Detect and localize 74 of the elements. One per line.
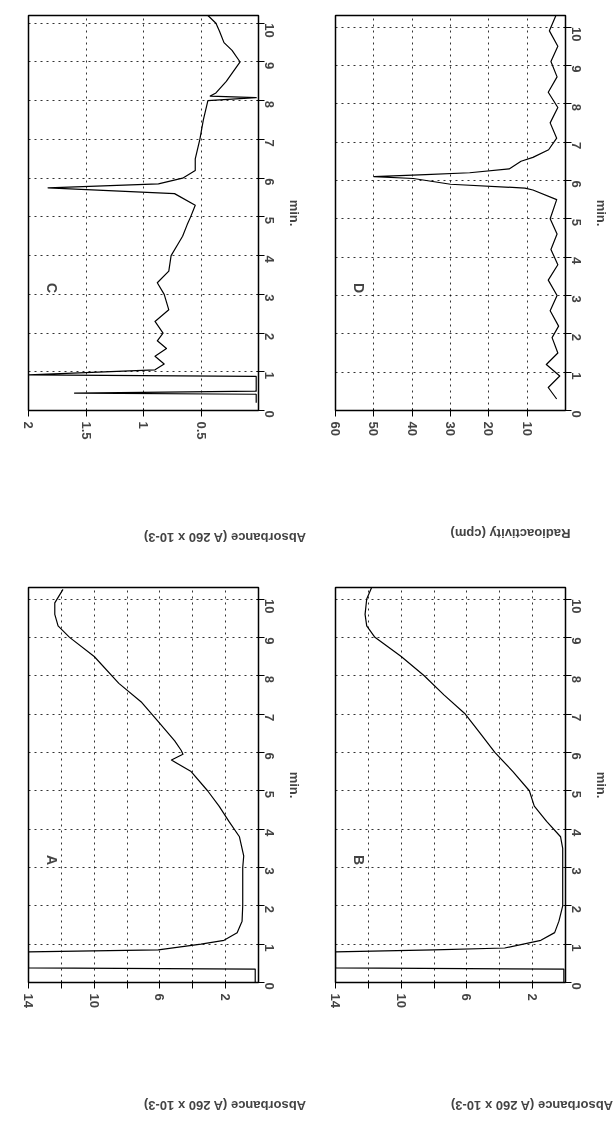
y-tick-label: 8 xyxy=(262,100,277,108)
y-tick-label: 8 xyxy=(262,675,277,683)
x-axis-title: Absorbance (A 260 x 10-3) xyxy=(450,1098,614,1114)
y-tick-label: 0 xyxy=(262,982,277,990)
y-tick-label: 7 xyxy=(262,139,277,147)
y-tick-label: 7 xyxy=(262,714,277,722)
y-tick-label: 3 xyxy=(569,867,584,875)
y-tick-label: 1 xyxy=(262,371,277,380)
x-tick-label: 30 xyxy=(443,421,458,436)
y-tick-label: 7 xyxy=(569,714,584,722)
x-tick-label: 40 xyxy=(404,421,420,436)
y-tick-label: 8 xyxy=(569,103,584,111)
x-tick-label: 14 xyxy=(21,993,36,1009)
y-tick-label: 5 xyxy=(262,216,277,225)
x-tick-label: 20 xyxy=(481,421,497,436)
y-tick-label: 5 xyxy=(569,790,584,798)
x-tick-label: 10 xyxy=(519,421,535,436)
y-tick-label: 9 xyxy=(262,61,277,70)
y-axis-title: min. xyxy=(593,771,609,799)
x-axis-title: Absorbance (A 260 x 10-3) xyxy=(143,530,307,546)
y-tick-label: 3 xyxy=(262,294,277,302)
x-tick-label: 6 xyxy=(152,993,168,1001)
x-tick-label: 1.5 xyxy=(78,421,94,440)
y-tick-label: 6 xyxy=(262,752,277,760)
x-tick-label: 0.5 xyxy=(193,421,209,440)
y-axis-title: min. xyxy=(286,771,302,799)
y-tick-label: 10 xyxy=(262,599,277,614)
text: D xyxy=(350,282,367,294)
x-axis-title: Absorbance (A 260 x 10-3) xyxy=(143,1098,307,1114)
text: A xyxy=(43,854,60,866)
y-tick-label: 5 xyxy=(569,218,584,226)
y-axis-title: min. xyxy=(593,199,609,227)
x-tick-label: 10 xyxy=(86,993,102,1008)
x-tick-label: 1 xyxy=(136,421,151,429)
x-tick-label: 10 xyxy=(393,993,409,1008)
y-tick-label: 1 xyxy=(262,944,277,952)
y-tick-label: 4 xyxy=(262,255,277,264)
y-tick-label: 9 xyxy=(569,65,584,73)
y-tick-label: 4 xyxy=(262,829,277,838)
text: B xyxy=(350,854,367,866)
y-tick-label: 2 xyxy=(262,333,277,341)
y-tick-label: 10 xyxy=(569,599,584,614)
x-tick-label: 2 xyxy=(218,993,234,1001)
y-tick-label: 6 xyxy=(569,180,584,188)
y-tick-label: 0 xyxy=(569,410,584,418)
y-tick-label: 9 xyxy=(262,637,277,645)
y-tick-label: 2 xyxy=(262,905,277,914)
y-tick-label: 10 xyxy=(262,23,277,38)
y-tick-label: 6 xyxy=(569,752,584,760)
x-tick-label: 50 xyxy=(366,421,382,436)
y-tick-label: 9 xyxy=(569,637,584,645)
y-tick-label: 8 xyxy=(569,675,584,683)
y-tick-label: 1 xyxy=(569,944,584,952)
x-tick-label: 6 xyxy=(459,993,475,1001)
y-tick-label: 10 xyxy=(569,27,584,42)
y-tick-label: 2 xyxy=(569,333,584,342)
y-tick-label: 6 xyxy=(262,178,277,186)
x-tick-label: 2 xyxy=(525,993,541,1001)
y-tick-label: 2 xyxy=(569,905,584,914)
y-tick-label: 0 xyxy=(569,982,584,990)
x-axis-title: Radioactivity (cpm) xyxy=(450,526,571,542)
y-tick-label: 5 xyxy=(262,790,277,798)
y-tick-label: 4 xyxy=(569,829,584,838)
y-tick-label: 7 xyxy=(569,142,584,150)
text: C xyxy=(43,282,60,294)
y-tick-label: 4 xyxy=(569,257,584,266)
x-tick-label: 14 xyxy=(328,993,343,1009)
x-tick-label: 60 xyxy=(328,421,343,436)
y-axis-title: min. xyxy=(286,199,302,227)
y-tick-label: 3 xyxy=(569,295,584,303)
y-tick-label: 1 xyxy=(569,372,584,380)
y-tick-label: 3 xyxy=(262,867,277,875)
y-tick-label: 0 xyxy=(262,410,277,418)
x-tick-label: 2 xyxy=(21,421,36,429)
